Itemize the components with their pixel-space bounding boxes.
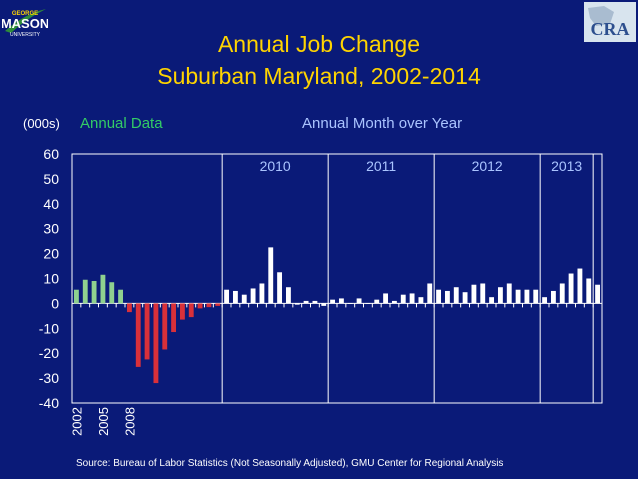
monthly-bar [568, 273, 574, 304]
monthly-bar [586, 278, 592, 304]
monthly-bar [515, 289, 521, 304]
annual-bar [179, 303, 185, 320]
y-tick-label: 50 [43, 171, 59, 187]
annual-bar [188, 303, 194, 318]
monthly-bar [330, 299, 336, 304]
y-tick-label: 20 [43, 246, 59, 262]
annual-bar [109, 282, 115, 304]
monthly-bar [356, 298, 362, 304]
monthly-bar [285, 287, 291, 304]
monthly-bar [374, 299, 380, 304]
monthly-bar [418, 297, 424, 304]
cra-logo-text: CRA [591, 19, 630, 39]
annual-bar [215, 303, 221, 306]
monthly-bar [268, 247, 274, 304]
cra-logo: CRA [584, 2, 636, 42]
logo-text-1: GEORGE [12, 11, 38, 17]
annual-bar [153, 303, 159, 384]
units-label: (000s) [23, 116, 60, 131]
x-tick-label: 2005 [96, 407, 111, 436]
monthly-bar [506, 283, 512, 304]
monthly-bar [383, 293, 389, 304]
monthly-bar [550, 290, 556, 304]
y-tick-label: 10 [43, 271, 59, 287]
monthly-bar [471, 284, 477, 304]
monthly-bar [400, 294, 406, 304]
annual-bar [162, 303, 168, 350]
monthly-bar [524, 289, 530, 304]
annual-bar [171, 303, 177, 333]
monthly-bar [453, 287, 459, 304]
y-tick-label: 0 [51, 295, 59, 311]
y-tick-label: -30 [39, 370, 59, 386]
y-tick-label: 60 [43, 146, 59, 162]
monthly-bar [294, 303, 300, 305]
monthly-bar [232, 290, 238, 304]
monthly-bar [497, 287, 503, 304]
cra-logo-map [588, 6, 614, 26]
monthly-bar [321, 303, 327, 306]
monthly-bar [250, 288, 256, 304]
monthly-bar [347, 303, 353, 304]
annual-bar [91, 280, 97, 304]
annual-bar [197, 303, 203, 309]
year-label: 2010 [260, 158, 291, 174]
y-tick-label: 30 [43, 221, 59, 237]
logo-swoosh [5, 9, 46, 33]
year-label: 2011 [366, 158, 396, 174]
annual-bar [206, 303, 212, 308]
monthly-bar [303, 300, 309, 304]
year-label: 2012 [472, 158, 503, 174]
y-tick-label: 40 [43, 196, 59, 212]
monthly-bar [427, 283, 433, 304]
annual-bar [82, 279, 88, 304]
annual-bar [135, 303, 141, 367]
monthly-bar [489, 297, 495, 304]
year-label: 2013 [551, 158, 582, 174]
monthly-bar [241, 294, 247, 304]
annual-data-label: Annual Data [80, 115, 163, 132]
annual-bar [73, 289, 79, 304]
y-tick-label: -20 [39, 345, 59, 361]
chart-title-line-1: Annual Job Change [217, 31, 421, 57]
y-tick-label: -40 [39, 395, 59, 411]
monthly-bar [338, 298, 344, 304]
source-note: Source: Bureau of Labor Statistics (Not … [76, 458, 504, 469]
annual-bar [126, 303, 132, 313]
monthly-bar [436, 289, 442, 304]
monthly-bar [365, 303, 371, 304]
monthly-bar [480, 283, 486, 304]
monthly-bar [559, 283, 565, 304]
y-tick-label: -10 [39, 320, 59, 336]
logo-text-3: UNIVERSITY [10, 32, 41, 38]
monthly-bar [224, 289, 230, 304]
annual-bar [118, 289, 124, 304]
george-mason-logo: GEORGE MASON UNIVERSITY [2, 9, 48, 38]
monthly-bar [577, 268, 583, 304]
x-tick-label: 2002 [69, 407, 84, 436]
monthly-bar [533, 289, 539, 304]
monthly-bar [277, 272, 283, 304]
monthly-bar [409, 293, 415, 304]
monthly-bar [259, 283, 265, 304]
logo-text-2: MASON [2, 16, 48, 31]
annual-bar [100, 274, 106, 304]
monthly-bar [444, 290, 450, 304]
monthly-bar [391, 300, 397, 304]
chart-title-line-2: Suburban Maryland, 2002-2014 [157, 63, 481, 89]
plot-area [71, 153, 603, 404]
x-tick-label: 2008 [122, 407, 137, 436]
monthly-bar [595, 284, 601, 304]
annual-bar [144, 303, 150, 360]
monthly-bar [312, 300, 318, 304]
monthly-data-label: Annual Month over Year [302, 115, 463, 132]
monthly-bar [542, 297, 548, 304]
monthly-bar [462, 292, 468, 304]
